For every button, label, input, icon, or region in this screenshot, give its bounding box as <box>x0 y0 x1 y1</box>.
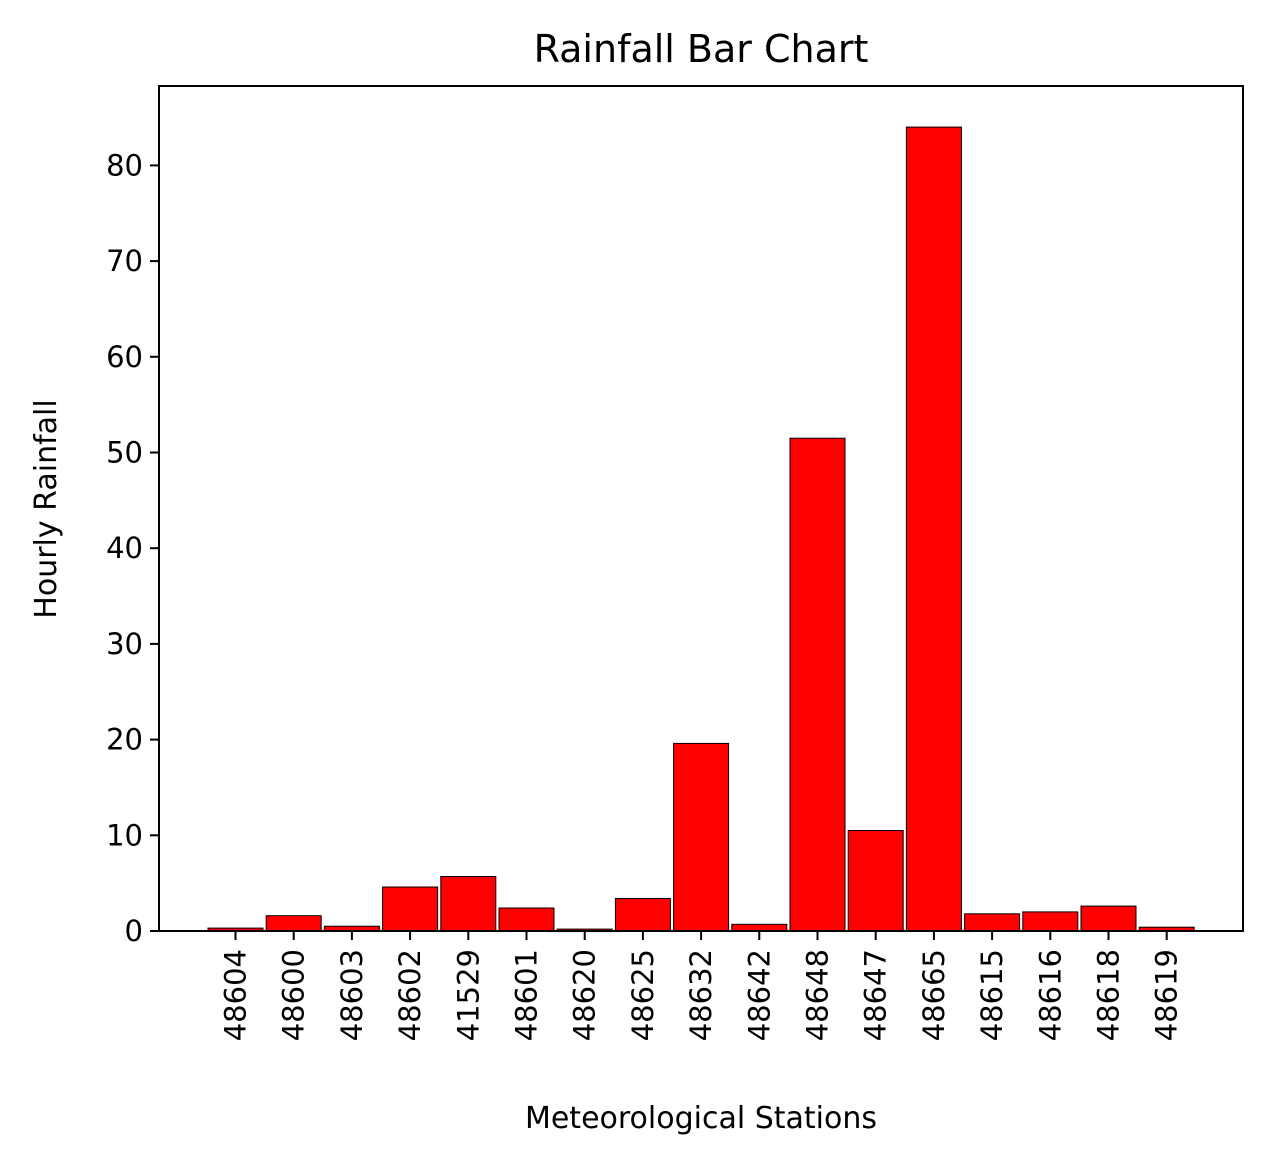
bar-48601 <box>498 907 555 932</box>
x-axis-ticks: 48604 48600 48603 48602 41529 48601 48620 48625… <box>219 931 1184 1041</box>
bar-48647 <box>847 830 904 932</box>
bar-48648 <box>789 437 846 932</box>
bar-41529 <box>440 876 497 932</box>
y-tick-label: 20 <box>106 723 143 757</box>
bar-48632 <box>673 742 730 932</box>
y-axis-ticks: 0 10 20 30 40 50 60 70 80 <box>106 148 159 948</box>
x-tick-label: 48642 <box>742 949 776 1041</box>
y-tick-label: 80 <box>106 148 143 182</box>
x-tick-label: 48648 <box>801 949 835 1041</box>
x-tick-label: 48625 <box>626 949 660 1041</box>
bar-48616 <box>1022 911 1079 932</box>
x-axis-label: Meteorological Stations <box>525 1101 877 1136</box>
y-tick-label: 0 <box>125 914 143 948</box>
x-tick-label: 48615 <box>975 949 1009 1041</box>
x-tick-label: 48619 <box>1150 949 1184 1041</box>
x-tick-label: 48600 <box>277 949 311 1041</box>
y-tick-label: 50 <box>106 436 143 470</box>
bar-48600 <box>265 915 322 932</box>
bar-48615 <box>964 913 1021 932</box>
x-tick-label: 41529 <box>451 949 485 1041</box>
bar-48665 <box>905 126 962 932</box>
y-tick-label: 30 <box>106 627 143 661</box>
bar-48602 <box>382 886 439 932</box>
x-tick-label: 48665 <box>917 949 951 1041</box>
bars-layer <box>207 126 1195 932</box>
y-axis-label: Hourly Rainfall <box>29 399 64 618</box>
x-tick-label: 48620 <box>568 949 602 1041</box>
plot-area-frame <box>158 85 1244 932</box>
bar-48618 <box>1080 905 1137 932</box>
y-tick-label: 70 <box>106 244 143 278</box>
x-tick-label: 48632 <box>684 949 718 1041</box>
x-tick-label: 48602 <box>393 949 427 1041</box>
chart-title: Rainfall Bar Chart <box>534 27 869 71</box>
x-tick-label: 48601 <box>510 949 544 1041</box>
x-tick-label: 48604 <box>219 949 253 1041</box>
x-tick-label: 48618 <box>1092 949 1126 1041</box>
bar-48625 <box>614 898 671 932</box>
y-tick-label: 10 <box>106 818 143 852</box>
y-tick-label: 40 <box>106 531 143 565</box>
y-tick-label: 60 <box>106 340 143 374</box>
bar-48642 <box>731 923 788 932</box>
x-tick-label: 48603 <box>335 949 369 1041</box>
x-tick-label: 48647 <box>859 949 893 1041</box>
x-tick-label: 48616 <box>1033 949 1067 1041</box>
